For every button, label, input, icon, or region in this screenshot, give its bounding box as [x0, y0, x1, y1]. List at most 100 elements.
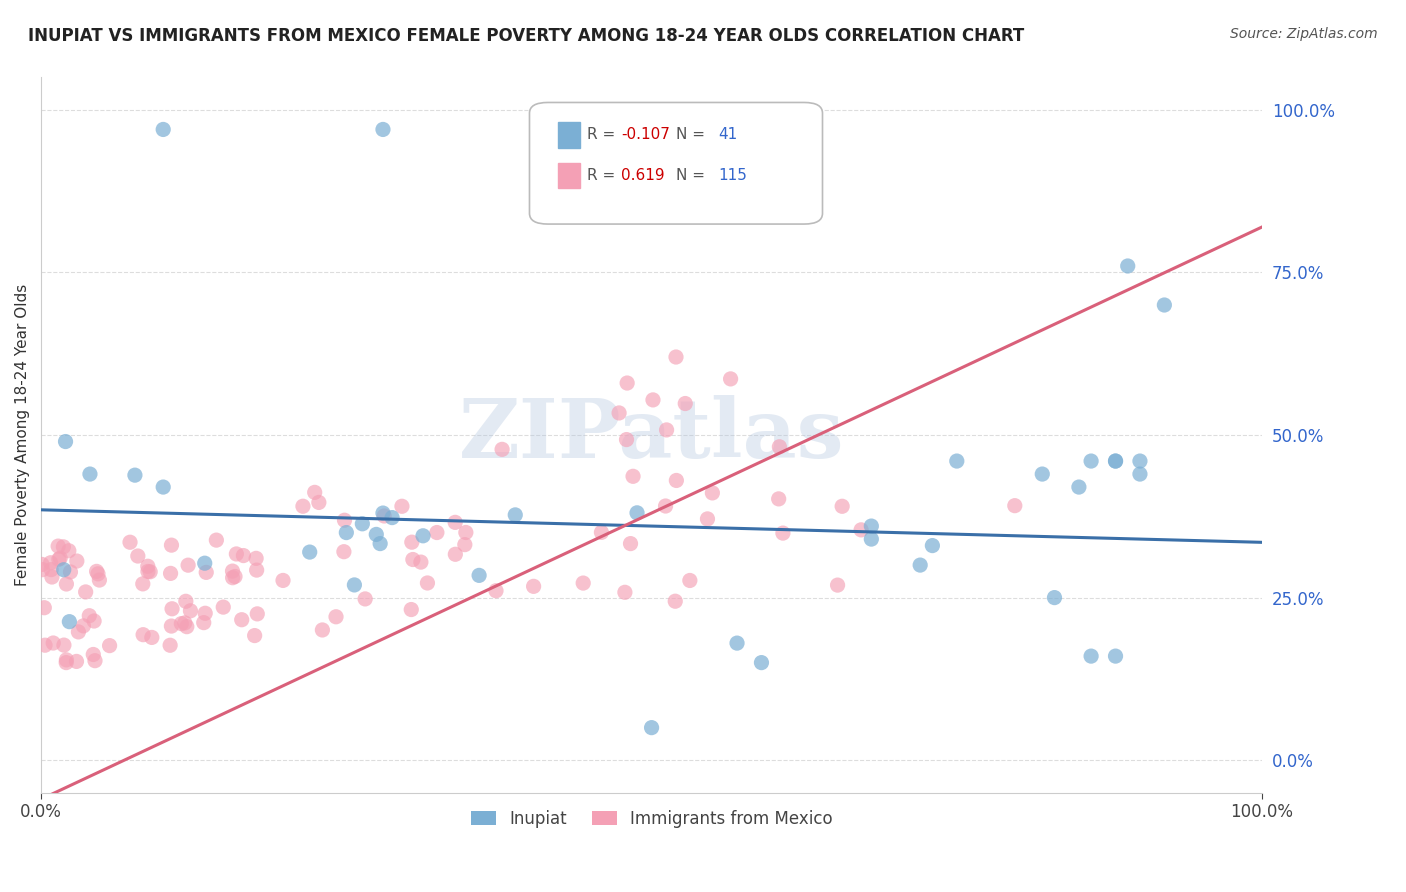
Point	[82, 648, 104, 662]
Point	[751, 656, 773, 670]
Point	[371, 122, 394, 136]
Text: 115: 115	[718, 168, 748, 183]
Point	[205, 533, 228, 548]
Point	[79, 608, 101, 623]
Point	[34, 600, 56, 615]
Point	[616, 433, 638, 447]
Point	[194, 607, 217, 621]
Point	[177, 558, 200, 573]
Point	[444, 547, 467, 561]
Point	[39, 563, 62, 577]
Point	[160, 601, 183, 615]
Point	[772, 526, 794, 541]
Point	[245, 551, 267, 566]
Point	[118, 535, 141, 549]
Point	[84, 654, 107, 668]
Point	[1104, 454, 1126, 468]
Point	[503, 508, 526, 522]
Point	[1067, 480, 1090, 494]
Point	[52, 540, 75, 554]
Point	[1080, 649, 1102, 664]
Point	[673, 396, 696, 410]
Point	[416, 576, 439, 591]
Point	[1043, 591, 1066, 605]
Legend: Inupiat, Immigrants from Mexico: Inupiat, Immigrants from Mexico	[464, 803, 839, 834]
Point	[132, 577, 155, 591]
Bar	[558, 122, 579, 147]
Point	[409, 555, 432, 569]
Text: -0.107: -0.107	[621, 128, 669, 142]
Point	[352, 516, 374, 531]
Point	[371, 506, 394, 520]
Point	[402, 552, 425, 566]
Point	[654, 499, 676, 513]
Point	[52, 638, 75, 652]
Point	[831, 500, 853, 514]
Point	[613, 585, 636, 599]
Point	[655, 423, 678, 437]
Point	[176, 620, 198, 634]
Point	[124, 468, 146, 483]
Point	[696, 512, 718, 526]
Point	[34, 638, 56, 652]
Point	[368, 536, 391, 550]
Point	[1129, 454, 1152, 468]
Text: INUPIAT VS IMMIGRANTS FROM MEXICO FEMALE POVERTY AMONG 18-24 YEAR OLDS CORRELATI: INUPIAT VS IMMIGRANTS FROM MEXICO FEMALE…	[28, 27, 1025, 45]
Point	[343, 578, 366, 592]
Point	[333, 544, 356, 558]
Point	[49, 551, 72, 566]
Text: N =: N =	[676, 168, 710, 183]
Point	[39, 556, 62, 570]
Point	[194, 556, 217, 570]
Point	[31, 558, 53, 572]
Point	[83, 614, 105, 628]
Point	[454, 538, 477, 552]
Point	[412, 529, 434, 543]
Point	[619, 536, 641, 550]
Text: 41: 41	[718, 128, 738, 142]
Point	[664, 594, 686, 608]
Point	[232, 549, 254, 563]
Point	[75, 585, 97, 599]
Point	[152, 122, 174, 136]
Point	[768, 491, 790, 506]
Point	[66, 554, 89, 568]
Text: 0.619: 0.619	[621, 168, 665, 183]
Text: N =: N =	[676, 128, 710, 142]
Point	[139, 565, 162, 579]
Point	[55, 653, 77, 667]
Point	[827, 578, 849, 592]
Point	[591, 525, 613, 540]
Point	[212, 600, 235, 615]
Point	[31, 563, 53, 577]
Text: Source: ZipAtlas.com: Source: ZipAtlas.com	[1230, 27, 1378, 41]
Point	[1080, 454, 1102, 468]
Point	[86, 565, 108, 579]
Point	[381, 510, 404, 524]
Point	[1129, 467, 1152, 481]
Bar	[558, 162, 579, 188]
Point	[127, 549, 149, 563]
Point	[860, 532, 883, 546]
Point	[468, 568, 491, 582]
Point	[572, 576, 595, 591]
Point	[725, 636, 748, 650]
Point	[491, 442, 513, 457]
Point	[304, 485, 326, 500]
Point	[72, 619, 94, 633]
Point	[444, 516, 467, 530]
Point	[366, 527, 388, 541]
Point	[860, 519, 883, 533]
Text: R =: R =	[586, 168, 624, 183]
Point	[98, 639, 121, 653]
Point	[195, 566, 218, 580]
Point	[132, 628, 155, 642]
Point	[87, 566, 110, 581]
Point	[523, 579, 546, 593]
Point	[59, 565, 82, 579]
Point	[41, 570, 63, 584]
Point	[170, 616, 193, 631]
Point	[79, 467, 101, 481]
Point	[136, 565, 159, 579]
Point	[391, 500, 413, 514]
